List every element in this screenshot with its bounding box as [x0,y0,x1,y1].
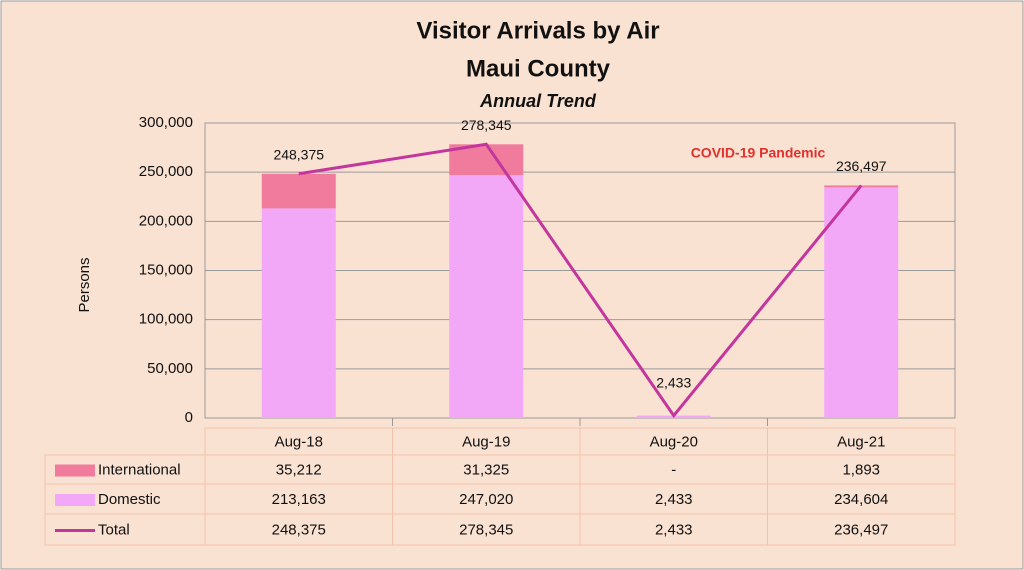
table-value: 35,212 [276,461,322,478]
y-tick-label: 100,000 [139,311,193,328]
table-value: 31,325 [463,461,509,478]
y-tick-label: 200,000 [139,212,193,229]
y-tick-label: 150,000 [139,261,193,278]
bar [261,173,336,209]
legend-swatch [55,494,95,506]
bar [824,187,899,418]
x-tick-label: Aug-18 [275,433,323,450]
line [298,142,863,419]
table-value: 236,497 [834,521,888,538]
legend-swatch [55,464,95,477]
legend-label: Total [98,521,130,538]
y-tick-label: 300,000 [139,114,193,131]
table-value: 248,375 [272,521,326,538]
annotation: COVID-19 Pandemic [691,145,826,161]
table-value: 278,345 [459,521,513,538]
table-value: 213,163 [272,491,326,508]
bar [449,175,524,418]
y-tick-label: 0 [185,409,193,426]
y-tick-label: 50,000 [147,360,193,377]
legend-label: Domestic [98,491,161,508]
data-label: 2,433 [656,374,691,390]
table-value: 2,433 [655,491,693,508]
data-label: 248,375 [273,146,324,162]
chart-subtitle: Maui County [466,55,611,82]
table-value: 234,604 [834,491,888,508]
data-label: 278,345 [461,117,512,133]
legend-label: International [98,461,181,478]
chart-subtitle-2: Annual Trend [479,91,597,111]
table-value: 2,433 [655,521,693,538]
bar [261,208,336,418]
x-tick-label: Aug-19 [462,433,510,450]
x-tick-label: Aug-20 [650,433,698,450]
table-value: 247,020 [459,491,513,508]
table-value: 1,893 [842,461,880,478]
x-tick-label: Aug-21 [837,433,885,450]
chart-title: Visitor Arrivals by Air [416,17,659,44]
table-value: - [671,461,676,478]
data-label: 236,497 [836,158,887,174]
y-tick-label: 250,000 [139,163,193,180]
y-axis-label: Persons [76,257,93,312]
